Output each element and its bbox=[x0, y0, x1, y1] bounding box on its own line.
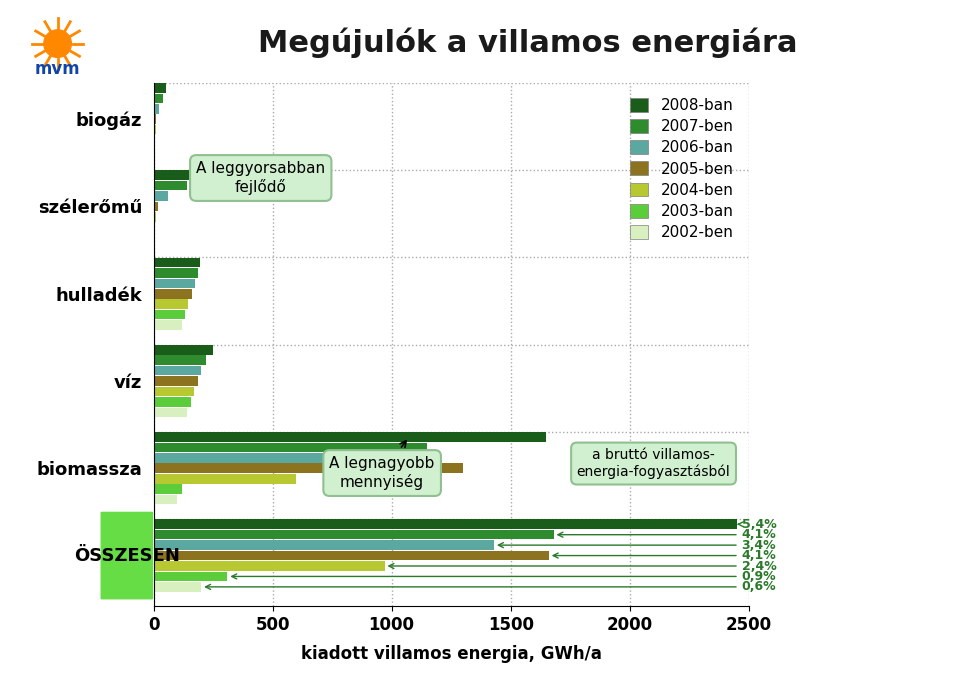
X-axis label: kiadott villamos energia, GWh/a: kiadott villamos energia, GWh/a bbox=[300, 645, 602, 663]
Bar bbox=[154, 278, 195, 288]
Bar bbox=[154, 83, 165, 93]
Bar bbox=[154, 484, 182, 494]
Text: Megújulók a villamos energiára: Megújulók a villamos energiára bbox=[258, 28, 798, 58]
Bar bbox=[154, 104, 158, 114]
Text: a bruttó villamos-
energia-fogyasztásból: a bruttó villamos- energia-fogyasztásból bbox=[577, 448, 731, 479]
Bar bbox=[154, 562, 385, 570]
Bar bbox=[154, 572, 228, 582]
Bar bbox=[154, 125, 156, 134]
Bar bbox=[154, 464, 463, 473]
Bar bbox=[154, 345, 213, 355]
Text: 0,9%: 0,9% bbox=[231, 570, 777, 583]
Bar bbox=[154, 94, 162, 103]
Bar bbox=[154, 432, 546, 442]
Bar bbox=[154, 407, 187, 417]
Bar bbox=[154, 474, 297, 484]
Text: mvm: mvm bbox=[35, 60, 81, 78]
Bar bbox=[154, 320, 182, 330]
Bar bbox=[154, 356, 206, 365]
Bar bbox=[154, 181, 187, 190]
Bar bbox=[154, 387, 194, 396]
Bar bbox=[154, 582, 202, 592]
Text: A legnagyobb
mennyiség: A legnagyobb mennyiség bbox=[329, 441, 435, 490]
Bar bbox=[154, 192, 168, 200]
Text: 0,6%: 0,6% bbox=[205, 580, 777, 593]
Bar bbox=[154, 223, 155, 232]
Bar bbox=[154, 258, 200, 267]
Text: ÖSSZESEN: ÖSSZESEN bbox=[74, 546, 180, 564]
Bar bbox=[154, 289, 192, 298]
Text: 2,4%: 2,4% bbox=[389, 559, 777, 573]
Circle shape bbox=[44, 30, 71, 57]
Bar bbox=[154, 442, 427, 452]
Bar bbox=[154, 300, 188, 309]
Bar bbox=[154, 202, 158, 212]
Bar bbox=[154, 114, 156, 124]
Bar bbox=[154, 376, 198, 386]
Bar bbox=[154, 540, 494, 550]
Bar bbox=[154, 310, 184, 320]
Bar bbox=[154, 551, 549, 560]
Bar bbox=[154, 495, 178, 504]
Bar bbox=[154, 135, 155, 145]
Bar bbox=[154, 366, 202, 376]
Legend: 2008-ban, 2007-ben, 2006-ban, 2005-ben, 2004-ben, 2003-ban, 2002-ben: 2008-ban, 2007-ben, 2006-ban, 2005-ben, … bbox=[622, 90, 741, 248]
Bar bbox=[154, 170, 202, 180]
Text: 3,4%: 3,4% bbox=[498, 539, 777, 552]
Text: 4,1%: 4,1% bbox=[558, 528, 777, 541]
Text: 4,1%: 4,1% bbox=[553, 549, 777, 562]
Bar bbox=[154, 212, 156, 222]
FancyBboxPatch shape bbox=[101, 513, 153, 599]
Bar bbox=[154, 530, 554, 539]
Text: 5,4%: 5,4% bbox=[738, 517, 777, 531]
Bar bbox=[154, 397, 190, 407]
Bar bbox=[154, 453, 403, 462]
Bar bbox=[154, 520, 737, 529]
Bar bbox=[154, 268, 198, 278]
Text: A leggyorsabban
fejlődő: A leggyorsabban fejlődő bbox=[196, 161, 325, 195]
